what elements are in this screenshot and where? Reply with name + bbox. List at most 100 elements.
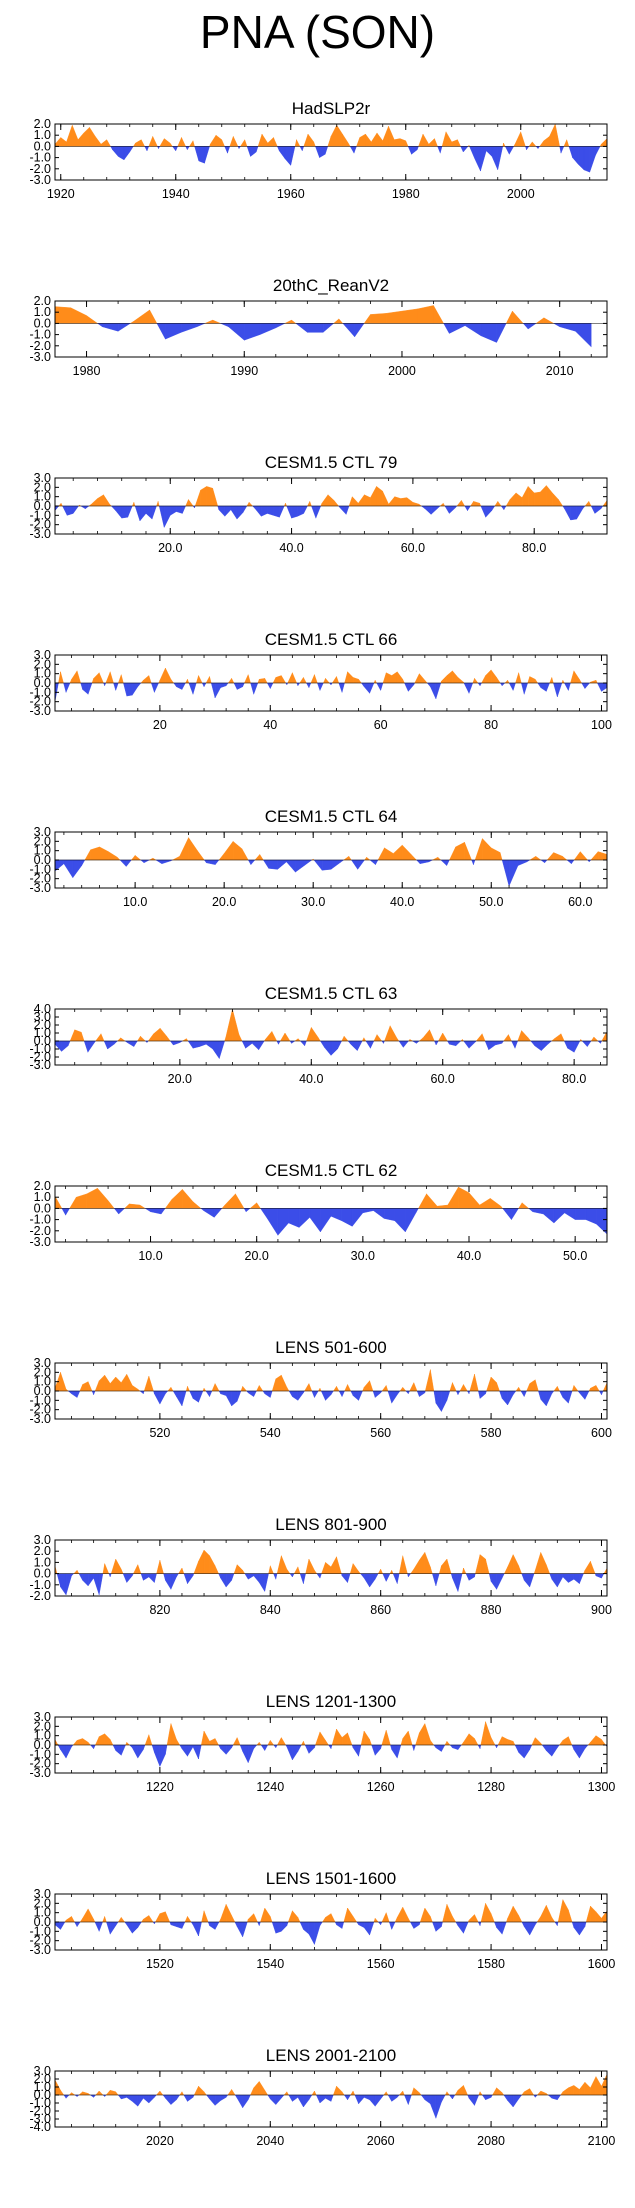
area-segment <box>321 494 329 507</box>
area-segment <box>529 1379 536 1392</box>
area-segment <box>176 1921 183 1929</box>
y-tick-label: 0.0 <box>34 316 51 330</box>
area-segment <box>258 1040 265 1051</box>
area-segment <box>292 1744 299 1761</box>
area-segment <box>176 682 183 690</box>
area-segment <box>232 840 243 861</box>
chart-title: CESM1.5 CTL 66 <box>265 630 398 649</box>
area-segment <box>391 1390 398 1404</box>
area-segment <box>543 317 555 324</box>
y-tick-label: -1.0 <box>29 1213 51 1227</box>
area-segment <box>496 1573 503 1590</box>
area-segment <box>93 1744 96 1749</box>
area-segment <box>170 1386 174 1392</box>
area-segment <box>260 1907 265 1923</box>
area-segment <box>69 679 72 684</box>
area-segment <box>387 2094 392 2103</box>
area-segment <box>200 1208 204 1212</box>
area-segment <box>220 1390 227 1396</box>
area-segment <box>143 1376 150 1392</box>
area-segment <box>449 846 456 861</box>
y-tick-label: -3.0 <box>29 1412 51 1426</box>
area-segment <box>435 1921 442 1932</box>
area-segment <box>170 678 175 684</box>
area-segment <box>375 859 379 865</box>
area-segment <box>299 676 304 684</box>
area-segment <box>416 1390 420 1397</box>
area-segment <box>362 1208 374 1214</box>
area-segment <box>117 1916 122 1923</box>
area-segment <box>232 1009 240 1042</box>
area-segment <box>204 146 210 164</box>
area-segment <box>246 1390 249 1394</box>
area-segment <box>143 1390 145 1394</box>
area-segment <box>190 1921 194 1926</box>
area-segment <box>91 678 94 684</box>
area-segment <box>371 132 378 147</box>
x-tick-label: 1580 <box>477 1957 505 1971</box>
area-segment <box>494 500 499 507</box>
area-segment <box>369 2094 376 2107</box>
area-segment <box>297 1566 301 1574</box>
area-segment <box>250 146 257 157</box>
area-segment <box>410 853 417 861</box>
area-segment <box>501 2091 505 2096</box>
area-segment <box>275 675 282 684</box>
area-segment <box>560 1033 565 1042</box>
area-segment <box>469 146 475 159</box>
area-segment <box>297 505 304 517</box>
area-segment <box>115 1558 122 1574</box>
area-segment <box>557 1921 559 1926</box>
area-segment <box>295 323 308 333</box>
area-segment <box>236 2094 243 2109</box>
area-segment <box>449 1040 457 1047</box>
area-segment <box>212 488 218 507</box>
area-segment <box>455 1040 462 1047</box>
area-segment <box>456 499 462 507</box>
area-segment <box>601 682 607 692</box>
area-segment <box>342 323 355 338</box>
area-segment <box>524 1744 530 1759</box>
area-segment <box>65 2094 70 2099</box>
area-segment <box>352 1390 359 1401</box>
area-segment <box>144 1734 150 1746</box>
x-tick-label: 860 <box>370 1603 391 1617</box>
area-segment <box>218 1744 221 1749</box>
area-segment <box>463 1921 469 1934</box>
area-segment <box>341 1390 345 1397</box>
series-fills <box>55 1899 607 1945</box>
area-segment <box>307 323 324 333</box>
area-segment <box>468 1192 480 1209</box>
area-segment <box>253 682 259 695</box>
y-tick-label: -2.0 <box>29 2104 51 2118</box>
area-segment <box>408 1390 410 1394</box>
area-segment <box>162 2094 166 2099</box>
area-segment <box>171 1188 183 1209</box>
area-segment <box>460 146 464 153</box>
area-segment <box>477 682 481 687</box>
area-segment <box>148 1376 154 1392</box>
area-segment <box>194 490 201 507</box>
x-tick-label: 1990 <box>230 364 258 378</box>
area-segment <box>225 1904 232 1923</box>
area-segment <box>540 1552 547 1574</box>
area-segment <box>118 674 122 684</box>
area-segment <box>225 682 229 687</box>
area-segment <box>323 678 326 684</box>
area-segment <box>373 1034 378 1042</box>
area-segment <box>257 1921 260 1926</box>
area-segment <box>278 1040 281 1045</box>
chart-title: CESM1.5 CTL 79 <box>265 453 398 472</box>
y-tick-label: -1.0 <box>29 151 51 165</box>
area-segment <box>400 1738 403 1746</box>
area-segment <box>595 146 601 156</box>
area-segment <box>529 1744 533 1750</box>
area-segment <box>535 855 542 861</box>
area-segment <box>485 1390 487 1394</box>
area-segment <box>257 134 263 147</box>
area-segment <box>187 1915 192 1923</box>
area-segment <box>264 678 268 684</box>
area-segment <box>562 1736 569 1746</box>
area-segment <box>327 494 335 507</box>
area-segment <box>562 1573 569 1584</box>
